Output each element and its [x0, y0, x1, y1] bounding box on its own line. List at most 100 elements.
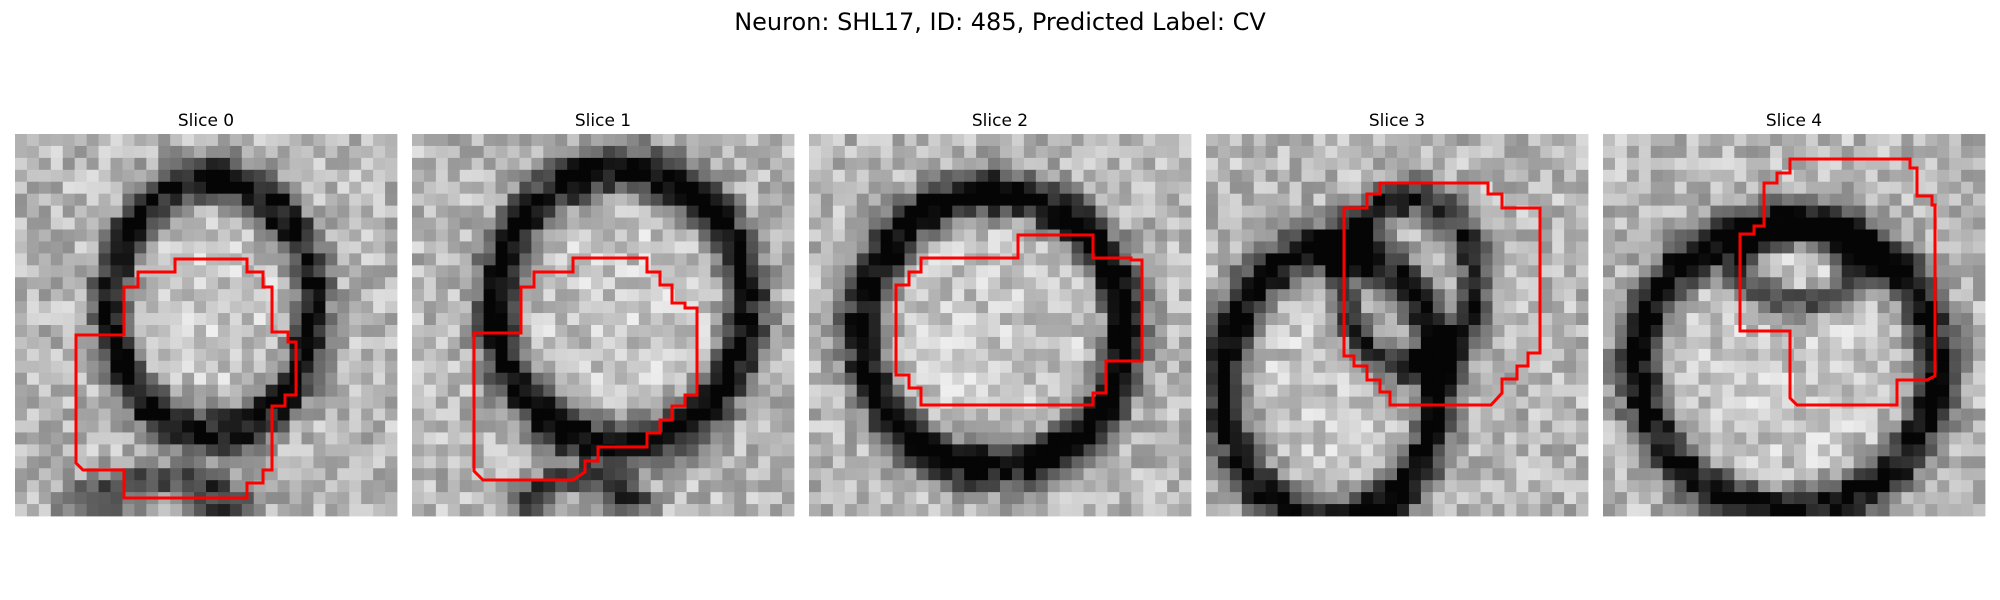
image-pixel [110, 205, 123, 218]
image-pixel [1865, 157, 1878, 171]
image-pixel [170, 181, 183, 195]
image-pixel [495, 360, 508, 374]
image-pixel [1564, 145, 1577, 159]
image-pixel [1758, 444, 1771, 457]
image-pixel [435, 432, 449, 445]
image-pixel [1289, 504, 1302, 517]
image-pixel [1265, 205, 1279, 218]
image-pixel [1468, 229, 1481, 242]
image-pixel [1480, 384, 1493, 398]
image-pixel [603, 229, 616, 242]
image-pixel [1516, 229, 1529, 242]
image-pixel [194, 301, 207, 314]
image-pixel [1301, 145, 1314, 159]
image-pixel [1313, 420, 1326, 433]
image-pixel [38, 265, 52, 278]
image-pixel [614, 277, 628, 290]
image-pixel [1265, 504, 1279, 517]
image-pixel [435, 205, 449, 218]
image-pixel [1229, 205, 1243, 218]
image-pixel [483, 277, 496, 290]
image-pixel [614, 325, 628, 338]
image-pixel [1397, 253, 1410, 266]
image-pixel [1674, 313, 1687, 326]
image-pixel [856, 289, 870, 302]
image-pixel [916, 348, 929, 362]
image-pixel [1961, 217, 1974, 230]
image-pixel [1973, 289, 1986, 302]
image-pixel [1337, 134, 1350, 147]
image-pixel [1504, 301, 1517, 314]
image-pixel [1361, 420, 1374, 433]
image-pixel [1289, 432, 1302, 445]
image-pixel [1253, 277, 1267, 290]
image-pixel [122, 432, 135, 445]
image-pixel [1313, 217, 1326, 230]
image-pixel [1131, 193, 1144, 207]
image-pixel [26, 157, 40, 171]
image-pixel [952, 420, 965, 433]
image-pixel [820, 205, 834, 218]
image-pixel [952, 157, 965, 171]
image-pixel [1119, 229, 1132, 242]
image-pixel [770, 420, 783, 433]
image-pixel [1698, 384, 1711, 398]
image-pixel [15, 396, 28, 409]
image-pixel [1277, 384, 1290, 398]
image-pixel [1817, 396, 1831, 409]
image-pixel [1865, 372, 1878, 386]
image-pixel [1480, 205, 1493, 218]
image-pixel [1385, 253, 1398, 266]
image-pixel [904, 193, 917, 207]
image-pixel [110, 480, 123, 493]
image-pixel [1071, 456, 1084, 469]
image-pixel [904, 217, 917, 230]
image-pixel [313, 229, 326, 242]
image-pixel [1734, 145, 1747, 159]
image-pixel [770, 480, 783, 493]
image-pixel [1420, 265, 1434, 278]
image-pixel [1913, 277, 1926, 290]
image-pixel [928, 301, 941, 314]
image-pixel [1107, 289, 1120, 302]
image-pixel [1853, 336, 1867, 350]
image-pixel [892, 492, 905, 505]
image-pixel [710, 145, 723, 159]
image-pixel [1576, 492, 1589, 505]
image-pixel [758, 241, 771, 254]
image-pixel [1206, 241, 1219, 254]
image-pixel [206, 289, 219, 302]
image-pixel [1143, 456, 1156, 469]
image-pixel [626, 181, 640, 195]
image-pixel [1071, 372, 1084, 386]
image-pixel [1480, 468, 1493, 481]
image-pixel [1011, 408, 1025, 421]
image-pixel [1710, 277, 1723, 290]
image-pixel [1564, 360, 1577, 374]
image-pixel [603, 277, 616, 290]
image-pixel [976, 253, 989, 266]
image-pixel [1385, 408, 1398, 421]
image-pixel [880, 253, 893, 266]
image-pixel [1722, 325, 1735, 338]
image-pixel [567, 444, 580, 457]
image-pixel [385, 456, 398, 469]
image-pixel [1734, 217, 1747, 230]
image-pixel [289, 277, 302, 290]
image-pixel [940, 217, 953, 230]
image-pixel [722, 157, 735, 171]
image-pixel [880, 193, 893, 207]
image-pixel [809, 277, 822, 290]
image-pixel [1265, 336, 1279, 350]
image-pixel [674, 420, 687, 433]
image-pixel [614, 205, 628, 218]
image-pixel [710, 408, 723, 421]
image-pixel [385, 301, 398, 314]
image-pixel [1337, 408, 1350, 421]
image-pixel [241, 444, 255, 457]
image-pixel [1949, 325, 1962, 338]
image-pixel [337, 468, 350, 481]
image-pixel [809, 193, 822, 207]
image-pixel [1143, 336, 1156, 350]
image-pixel [1083, 348, 1096, 362]
